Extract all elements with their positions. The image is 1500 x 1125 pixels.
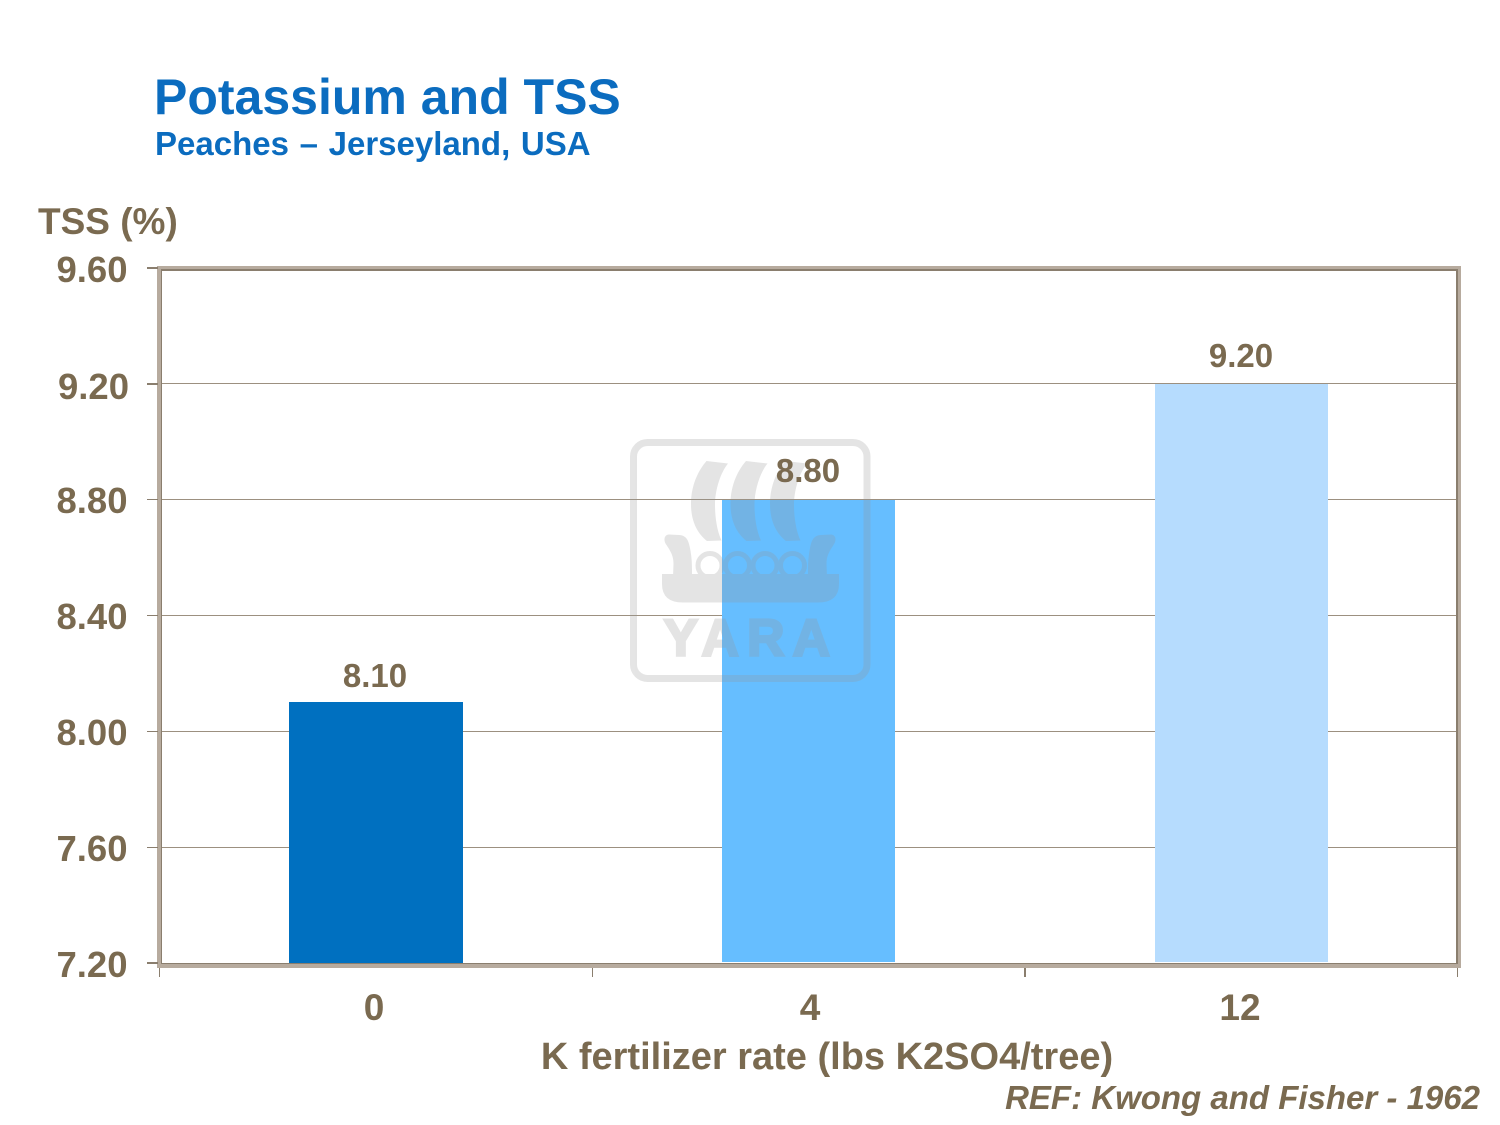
svg-text:YARA: YARA — [664, 610, 839, 668]
